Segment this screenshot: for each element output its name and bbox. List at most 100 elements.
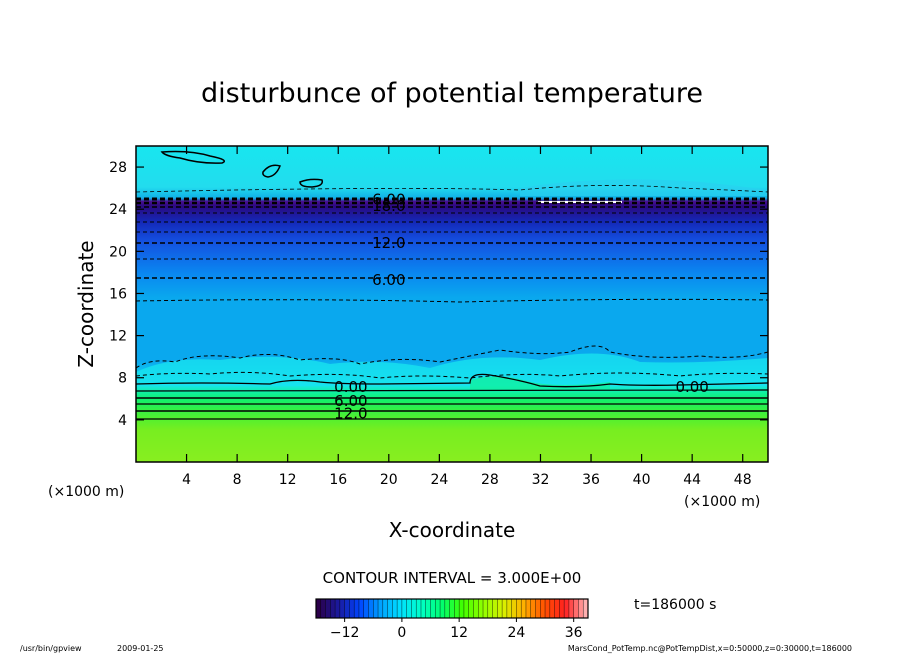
contour-line — [136, 373, 768, 388]
colorbar-tick-label: 12 — [450, 625, 468, 641]
colorbar-cell — [545, 599, 551, 618]
colorbar-cell — [444, 599, 450, 618]
x-axis: 4 8 12 16 20 24 28 32 36 40 44 48 — [182, 146, 752, 488]
contour-label: 6.00 — [372, 191, 405, 209]
x-unit-left: (×1000 m) — [48, 484, 124, 500]
y-axis: 4 8 12 16 20 24 28 — [109, 160, 768, 429]
colorbar-tick-label: 36 — [565, 625, 583, 641]
colorbar-cell — [373, 599, 379, 618]
colorbar-cell — [559, 599, 565, 618]
colorbar-cell — [535, 599, 541, 618]
colorbar-cell — [492, 599, 498, 618]
colorbar-cell — [358, 599, 365, 618]
footer-source: MarsCond_PotTemp.nc@PotTempDist,x=0:5000… — [568, 644, 852, 653]
colorbar-cell — [497, 599, 503, 618]
plot-area — [136, 146, 768, 462]
x-tick-label: 20 — [380, 472, 398, 488]
contour-interval-text: CONTOUR INTERVAL = 3.000E+00 — [323, 569, 582, 587]
upper-patch — [520, 179, 768, 196]
contour-label: 6.00 — [334, 392, 367, 410]
colorbar-cell — [397, 599, 403, 618]
colorbar-cell — [335, 599, 341, 618]
y-tick-label: 4 — [118, 413, 127, 429]
x-tick-label: 24 — [430, 472, 448, 488]
contour-lines — [136, 150, 768, 420]
colorbar-tick-label: 0 — [397, 625, 406, 641]
x-tick-label: 44 — [683, 472, 701, 488]
x-tick-label: 16 — [329, 472, 347, 488]
colorbar-cell — [382, 599, 388, 618]
contour-line — [136, 298, 768, 303]
colorbar-cell — [540, 599, 546, 618]
colorbar-cell — [568, 599, 574, 618]
x-tick-label: 28 — [481, 472, 499, 488]
colorbar-cell — [502, 599, 508, 618]
colorbar-tick-label: 24 — [508, 625, 526, 641]
colorbar-cell — [339, 599, 345, 618]
colorbar-cell — [463, 599, 470, 618]
colorbar-cell — [368, 599, 374, 618]
x-tick-label: 48 — [734, 472, 752, 488]
contour-label: 6.00 — [372, 271, 405, 289]
colorbar-cell — [392, 599, 398, 618]
contour-line — [262, 164, 282, 178]
colorbar-cell — [506, 599, 512, 618]
y-tick-label: 12 — [109, 329, 127, 345]
footer-program: /usr/bin/gpview — [20, 644, 82, 653]
x-axis-label: X-coordinate — [389, 518, 516, 542]
colorbar-cell — [449, 599, 455, 618]
contour-line — [136, 185, 768, 193]
colorbar-cell — [478, 599, 484, 618]
colorbar-cell — [320, 599, 326, 618]
colorbar-cell — [425, 599, 431, 618]
colorbar-cell — [411, 599, 417, 618]
contour-line — [299, 178, 324, 188]
contour-line — [160, 150, 225, 164]
colorbar-cell — [468, 599, 474, 618]
colorbar: −12 0 12 24 36 — [315, 598, 589, 641]
colorbar-cell — [406, 599, 412, 618]
colorbar-cell — [483, 599, 489, 618]
footer-date: 2009-01-25 — [117, 644, 164, 653]
x-tick-label: 8 — [233, 472, 242, 488]
colorbar-cell — [344, 599, 350, 618]
colorbar-cell — [349, 599, 355, 618]
contour-line — [136, 389, 768, 392]
colorbar-cell — [578, 599, 584, 618]
y-tick-label: 8 — [118, 371, 127, 387]
lower-cyan-tongue — [136, 353, 768, 386]
x-tick-label: 32 — [532, 472, 550, 488]
colorbar-cell — [573, 599, 579, 618]
colorbar-cell — [420, 599, 427, 618]
x-tick-label: 40 — [633, 472, 651, 488]
colorbar-tick-label: −12 — [330, 625, 360, 641]
colorbar-cell — [554, 599, 560, 618]
colorbar-cell — [363, 599, 369, 618]
contour-label: 0.00 — [334, 378, 367, 396]
colorbar-frame — [315, 598, 589, 619]
colorbar-cell — [487, 599, 493, 618]
colorbar-cell — [516, 599, 522, 618]
colorbar-cell — [525, 599, 532, 618]
contour-line — [136, 371, 768, 379]
colorbar-cell — [378, 599, 384, 618]
colorbar-cell — [440, 599, 446, 618]
x-unit-right: (×1000 m) — [684, 494, 760, 510]
y-tick-label: 16 — [109, 286, 127, 302]
y-tick-label: 28 — [109, 160, 127, 176]
colorbar-cell — [564, 599, 570, 618]
colorbar-cell — [387, 599, 393, 618]
colorbar-cell — [454, 599, 460, 618]
plot-frame — [135, 145, 769, 463]
colorbar-cell — [511, 599, 517, 618]
colorbar-cell — [583, 599, 589, 618]
colorbar-cell — [325, 599, 331, 618]
colorbar-cell — [416, 599, 422, 618]
colorbar-cell — [401, 599, 407, 618]
y-tick-label: 24 — [109, 202, 127, 218]
x-tick-label: 12 — [279, 472, 297, 488]
colorbar-cell — [549, 599, 555, 618]
colorbar-cell — [354, 599, 360, 618]
